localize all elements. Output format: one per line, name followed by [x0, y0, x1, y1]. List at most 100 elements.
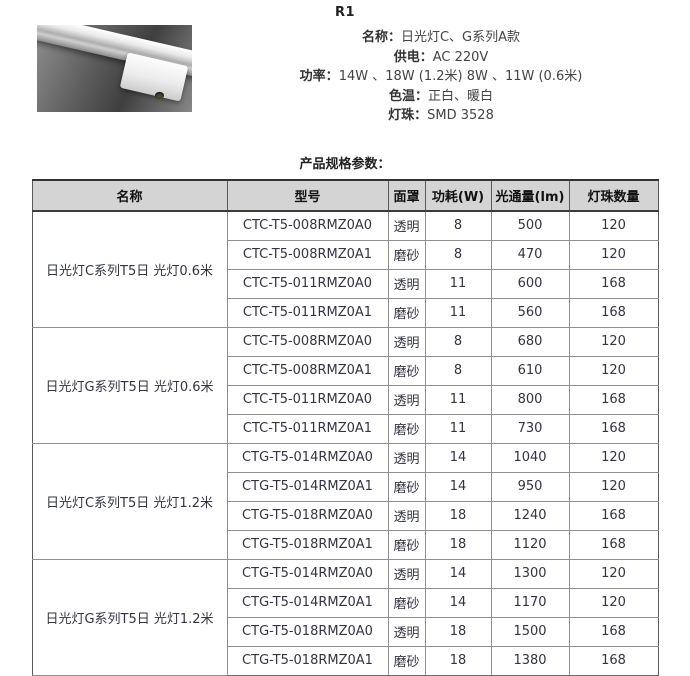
table-title: 产品规格参数：	[299, 156, 391, 172]
led-count-cell: 168	[568, 645, 659, 676]
table-header-row: 名称 型号 面罩 功耗(W) 光通量(lm) 灯珠数量	[31, 178, 659, 212]
lumen-cell: 470	[490, 239, 570, 270]
led-count-cell: 120	[568, 326, 659, 357]
model-cell: CTC-T5-011RMZ0A0	[226, 268, 389, 299]
watt-cell: 14	[424, 442, 492, 473]
watt-cell: 18	[424, 500, 492, 531]
table-row: CTC-T5-011RMZ0A1 磨砂 11 730 168	[32, 413, 659, 444]
spec-sheet-page: R1 名称：日光灯C、G系列A款 供电：AC 220V 功率：14W 、18W …	[0, 5, 690, 676]
cover-cell: 磨砂	[387, 413, 426, 444]
model-cell: CTG-T5-014RMZ0A1	[226, 587, 389, 618]
table-row: CTC-T5-011RMZ0A0 透明 11 800 168	[32, 384, 659, 415]
cover-cell: 磨砂	[387, 587, 426, 618]
watt-cell: 18	[424, 529, 492, 560]
spec-line-color-temp: 色温：正白、暖白	[192, 87, 690, 107]
lumen-cell: 800	[490, 384, 570, 415]
cover-cell: 磨砂	[387, 645, 426, 676]
led-count-cell: 168	[568, 500, 659, 531]
led-count-cell: 120	[568, 442, 659, 473]
cover-cell: 透明	[387, 616, 426, 647]
spec-label: 供电：	[393, 49, 433, 65]
watt-cell: 18	[424, 616, 492, 647]
watt-cell: 8	[424, 326, 492, 357]
model-cell: CTG-T5-018RMZ0A1	[226, 645, 389, 676]
cover-cell: 磨砂	[387, 529, 426, 560]
lumen-cell: 1120	[490, 529, 570, 560]
cover-cell: 磨砂	[387, 239, 426, 270]
watt-cell: 14	[424, 558, 492, 589]
spec-line-power-supply: 供电：AC 220V	[192, 48, 690, 68]
lumen-cell: 1170	[490, 587, 570, 618]
table-row: 日光灯G系列T5日 光灯0.6米 CTC-T5-008RMZ0A0 透明 8 6…	[31, 326, 659, 444]
cover-cell: 透明	[387, 384, 426, 415]
lumen-cell: 680	[490, 326, 570, 357]
led-count-cell: 168	[568, 297, 659, 328]
model-cell: CTC-T5-008RMZ0A0	[226, 210, 389, 241]
watt-cell: 8	[424, 355, 492, 386]
lumen-cell: 1500	[490, 616, 570, 647]
model-cell: CTG-T5-018RMZ0A0	[226, 616, 389, 647]
table-row: CTC-T5-011RMZ0A0 透明 11 600 168	[32, 268, 659, 299]
column-header-lumen: 光通量(lm)	[490, 178, 570, 212]
lumen-cell: 1040	[490, 442, 570, 473]
spec-value: 日光灯C、G系列A款	[400, 30, 521, 45]
table-row: CTG-T5-014RMZ0A1 磨砂 14 950 120	[32, 471, 659, 502]
model-cell: CTC-T5-008RMZ0A1	[226, 239, 389, 270]
watt-cell: 11	[424, 297, 492, 328]
watt-cell: 8	[424, 239, 492, 270]
spec-value: 正白、暖白	[428, 88, 494, 104]
table-row: 日光灯C系列T5日 光灯1.2米 CTG-T5-014RMZ0A0 透明 14 …	[31, 442, 659, 560]
led-count-cell: 168	[568, 413, 659, 444]
table-row: CTC-T5-008RMZ0A1 磨砂 8 610 120	[32, 355, 659, 386]
page-title: R1	[334, 5, 356, 20]
led-count-cell: 120	[568, 558, 659, 589]
group-name-cell: 日光灯C系列T5日 光灯0.6米	[31, 210, 228, 328]
model-cell: CTG-T5-018RMZ0A0	[226, 500, 389, 531]
cover-cell: 透明	[387, 268, 426, 299]
led-count-cell: 120	[568, 210, 659, 241]
cover-cell: 透明	[387, 500, 426, 531]
table-row: CTG-T5-014RMZ0A1 磨砂 14 1170 120	[32, 587, 659, 618]
group-name-cell: 日光灯G系列T5日 光灯0.6米	[31, 326, 228, 444]
lumen-cell: 730	[490, 413, 570, 444]
model-cell: CTC-T5-008RMZ0A1	[226, 355, 389, 386]
spec-line-led-type: 灯珠：SMD 3528	[192, 106, 690, 126]
cover-cell: 磨砂	[387, 297, 426, 328]
led-count-cell: 168	[568, 384, 659, 415]
led-count-cell: 168	[568, 616, 659, 647]
watt-cell: 8	[424, 210, 492, 241]
column-header-name: 名称	[31, 178, 228, 212]
group-name-cell: 日光灯C系列T5日 光灯1.2米	[31, 442, 228, 560]
cover-cell: 透明	[387, 558, 426, 589]
cover-cell: 透明	[387, 326, 426, 357]
model-cell: CTC-T5-011RMZ0A1	[226, 413, 389, 444]
lumen-cell: 1380	[490, 645, 570, 676]
product-summary-section: 名称：日光灯C、G系列A款 供电：AC 220V 功率：14W 、18W (1.…	[0, 25, 690, 126]
spec-line-wattage: 功率：14W 、18W (1.2米) 8W 、11W (0.6米)	[192, 67, 690, 87]
tube-connector-graphic	[155, 92, 164, 99]
model-cell: CTG-T5-014RMZ0A0	[226, 442, 389, 473]
model-cell: CTG-T5-018RMZ0A1	[226, 529, 389, 560]
spec-value: 14W 、18W (1.2米) 8W 、11W (0.6米)	[338, 69, 583, 84]
watt-cell: 11	[424, 413, 492, 444]
group-name-cell: 日光灯G系列T5日 光灯1.2米	[31, 558, 228, 676]
spec-label: 色温：	[388, 88, 428, 104]
lumen-cell: 1300	[490, 558, 570, 589]
spec-line-name: 名称：日光灯C、G系列A款	[192, 28, 690, 48]
model-cell: CTC-T5-011RMZ0A0	[226, 384, 389, 415]
led-count-cell: 168	[568, 268, 659, 299]
table-row: 日光灯C系列T5日 光灯0.6米 CTC-T5-008RMZ0A0 透明 8 5…	[31, 210, 659, 328]
spec-value: AC 220V	[432, 49, 489, 65]
table-row: 日光灯G系列T5日 光灯1.2米 CTG-T5-014RMZ0A0 透明 14 …	[31, 558, 659, 676]
cover-cell: 透明	[387, 210, 426, 241]
table-row: CTC-T5-008RMZ0A1 磨砂 8 470 120	[32, 239, 659, 270]
product-photo	[37, 25, 192, 112]
lumen-cell: 610	[490, 355, 570, 386]
watt-cell: 11	[424, 384, 492, 415]
led-count-cell: 168	[568, 529, 659, 560]
watt-cell: 18	[424, 645, 492, 676]
product-spec-table: 名称 型号 面罩 功耗(W) 光通量(lm) 灯珠数量 日光灯C系列T5日 光灯…	[31, 178, 659, 676]
model-cell: CTC-T5-008RMZ0A0	[226, 326, 389, 357]
cover-cell: 磨砂	[387, 355, 426, 386]
model-cell: CTG-T5-014RMZ0A1	[226, 471, 389, 502]
